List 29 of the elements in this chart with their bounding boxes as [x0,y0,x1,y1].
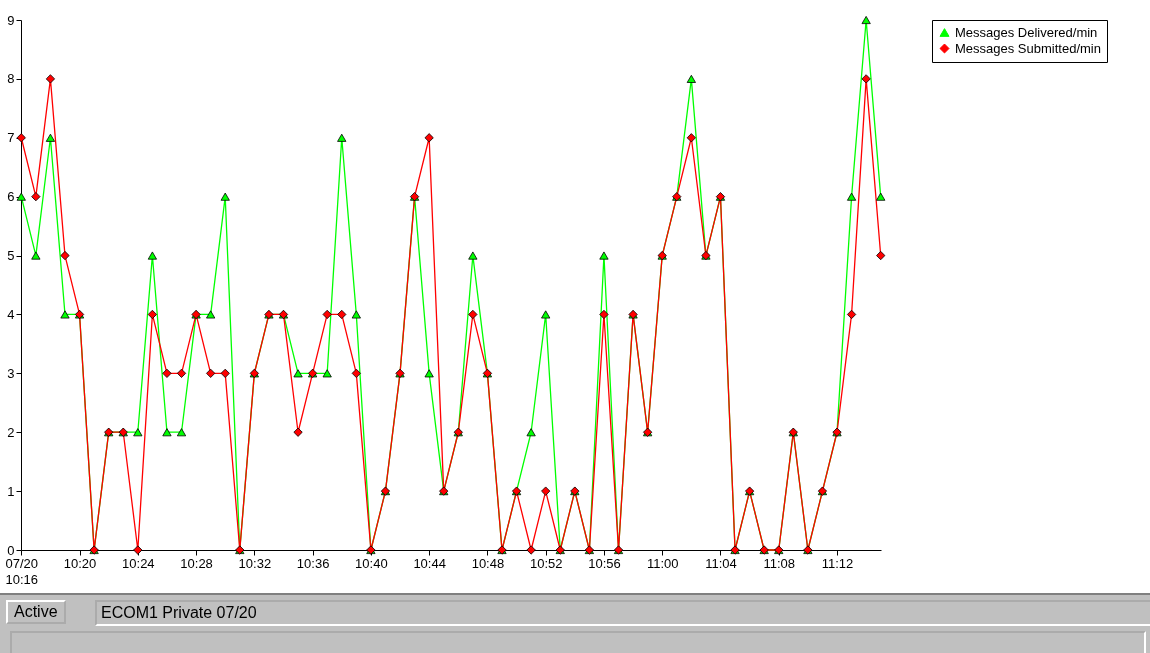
y-tick-label: 8 [7,71,15,87]
y-tick-label: 4 [7,306,15,322]
x-tick-label: 11:04 [705,555,737,571]
y-tick-label: 7 [7,130,15,146]
x-tick-label: 11:08 [763,555,796,571]
legend-label: Messages Delivered/min [955,24,1098,40]
x-tick-label: 10:40 [355,555,388,571]
y-tick-label: 2 [7,424,15,440]
x-tick-label: 10:20 [63,555,97,571]
y-tick-label: 0 [7,542,15,558]
x-tick-label: 10:28 [180,555,213,571]
x-tick-label: 10:32 [238,555,272,571]
y-tick-label: 3 [7,365,15,381]
legend-label: Messages Submitted/min [955,40,1101,56]
y-tick-label: 1 [7,483,15,499]
y-tick-label: 5 [7,248,15,264]
x-tick-label: 10:48 [471,555,505,571]
x-tick-label: 11:00 [646,555,679,571]
text: ECOM1 Private 07/20 [95,600,1150,626]
x-tick-label: 11:12 [821,555,854,571]
y-tick-label: 9 [7,12,15,28]
x-tick-label: 10:52 [529,555,563,571]
x-tick-label: 07/20 10:16 [5,555,39,587]
x-tick-label: 10:44 [413,555,446,571]
x-tick-label: 10:24 [122,555,155,571]
x-tick-label: 10:36 [296,555,330,571]
x-tick-label: 10:56 [588,555,621,571]
text: Active [6,600,66,624]
y-tick-label: 6 [7,189,15,205]
